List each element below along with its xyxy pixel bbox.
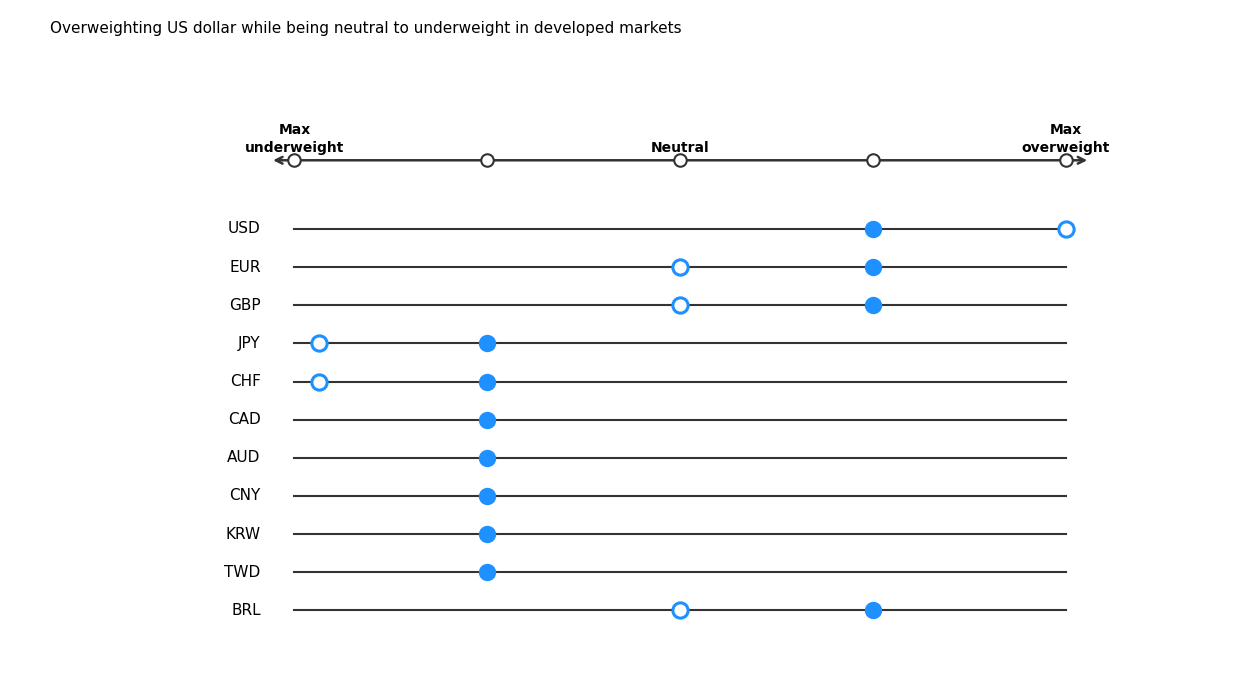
Text: BRL: BRL	[231, 603, 261, 618]
Text: GBP: GBP	[230, 298, 261, 313]
Text: USD: USD	[228, 221, 261, 237]
Text: CNY: CNY	[230, 489, 261, 503]
Text: TWD: TWD	[225, 565, 261, 580]
Text: Overweighting US dollar while being neutral to underweight in developed markets: Overweighting US dollar while being neut…	[50, 21, 681, 36]
Text: Max
overweight: Max overweight	[1022, 123, 1109, 155]
Text: JPY: JPY	[238, 336, 261, 351]
Text: EUR: EUR	[230, 260, 261, 274]
Text: KRW: KRW	[226, 526, 261, 542]
Text: CAD: CAD	[228, 412, 261, 427]
Text: AUD: AUD	[227, 450, 261, 466]
Text: Max
underweight: Max underweight	[245, 123, 344, 155]
Text: CHF: CHF	[230, 374, 261, 389]
Text: Neutral: Neutral	[651, 141, 709, 155]
